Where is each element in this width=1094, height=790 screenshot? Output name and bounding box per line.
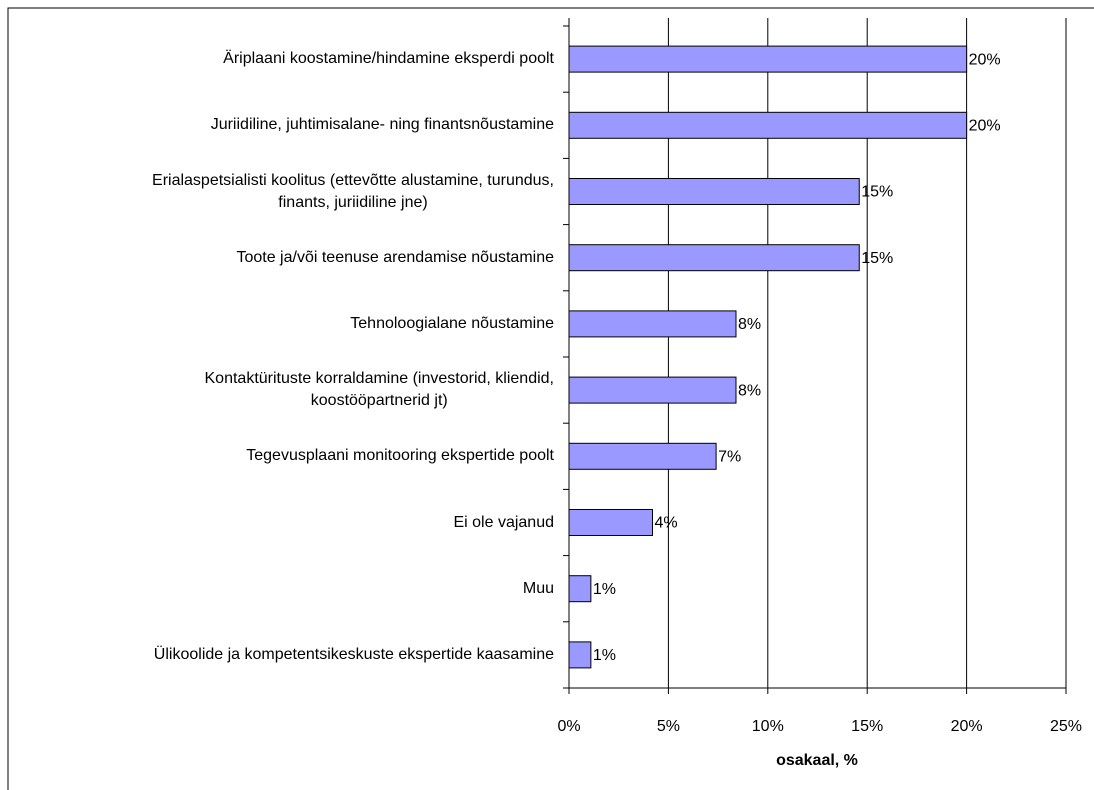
data-label: 8% — [738, 316, 761, 333]
bar — [568, 509, 653, 536]
data-label: 15% — [861, 250, 893, 267]
y-tick-label: Juriidiline, juhtimisalane- ning finants… — [210, 116, 554, 134]
y-tick-label: Kontaktürituste korraldamine (investorid… — [204, 370, 555, 410]
x-axis-label: osakaal, % — [776, 752, 858, 769]
y-tick-label: Ülikoolide ja kompetentsikeskuste eksper… — [153, 645, 554, 663]
bar — [568, 244, 860, 272]
bar — [568, 45, 968, 73]
x-tick-label: 5% — [657, 718, 680, 735]
y-tick-label: Muu — [522, 579, 554, 597]
bar — [568, 442, 717, 470]
data-label: 1% — [593, 647, 616, 664]
x-tick-label: 20% — [951, 718, 983, 735]
data-label: 8% — [738, 382, 761, 399]
data-label: 1% — [593, 581, 616, 598]
y-tick-label: Tehnoloogialane nõustamine — [350, 314, 554, 332]
y-tick-label: Tegevusplaani monitooring ekspertide poo… — [246, 447, 554, 465]
y-tick-label: Toote ja/või teenuse arendamise nõustami… — [236, 248, 554, 266]
data-label: 4% — [654, 515, 677, 532]
bar — [568, 111, 968, 139]
data-label: 20% — [969, 51, 1001, 68]
x-tick-label: 0% — [557, 718, 580, 735]
bar — [568, 641, 592, 669]
y-tick-label: Ei ole vajanud — [453, 513, 554, 531]
y-tick-label: Äriplaani koostamine/hindamine eksperdi … — [223, 50, 554, 68]
bar — [568, 178, 860, 205]
data-label: 20% — [969, 118, 1001, 135]
bar — [568, 376, 737, 404]
bar — [568, 310, 737, 338]
y-tick-label: Erialaspetsialisti koolitus (ettevõtte a… — [152, 171, 554, 211]
x-tick-label: 10% — [752, 718, 784, 735]
x-tick-label: 25% — [1050, 718, 1082, 735]
data-label: 15% — [861, 184, 893, 201]
x-tick-label: 15% — [851, 718, 883, 735]
bar — [568, 575, 592, 603]
data-label: 7% — [718, 449, 741, 466]
chart-frame — [7, 7, 1094, 790]
